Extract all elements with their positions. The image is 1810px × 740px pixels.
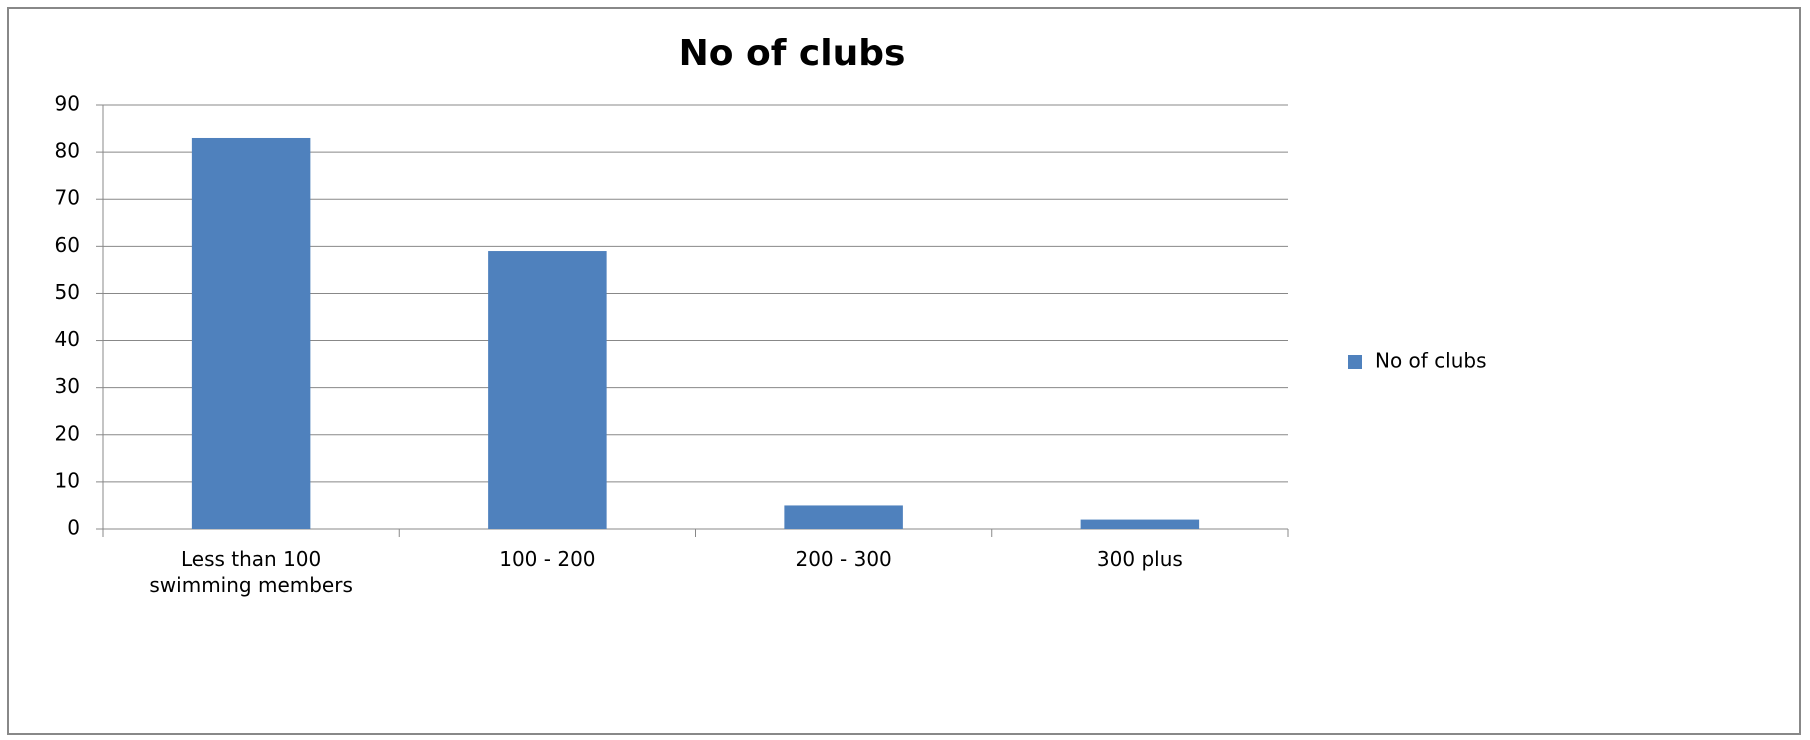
bar	[488, 251, 607, 530]
chart-title: No of clubs	[679, 33, 906, 74]
legend-swatch	[1348, 355, 1362, 369]
legend-label: No of clubs	[1375, 349, 1487, 373]
y-tick-label: 80	[55, 139, 80, 163]
y-tick-label: 0	[67, 516, 80, 540]
y-tick-label: 50	[55, 280, 80, 304]
bar	[191, 137, 311, 529]
bar	[784, 505, 903, 529]
x-tick-label: 300 plus	[1097, 547, 1183, 571]
y-tick-label: 30	[55, 374, 80, 398]
y-tick-label: 70	[55, 186, 80, 210]
y-tick-label: 40	[55, 327, 80, 351]
y-tick-label: 10	[55, 468, 80, 492]
y-tick-label: 90	[55, 92, 80, 116]
bar	[1080, 519, 1200, 529]
x-tick-label: 200 - 300	[795, 547, 891, 571]
y-tick-label: 60	[55, 233, 80, 257]
x-tick-label: 100 - 200	[499, 547, 595, 571]
x-tick-label: Less than 100 swimming members	[149, 547, 353, 597]
y-tick-label: 20	[55, 421, 80, 445]
